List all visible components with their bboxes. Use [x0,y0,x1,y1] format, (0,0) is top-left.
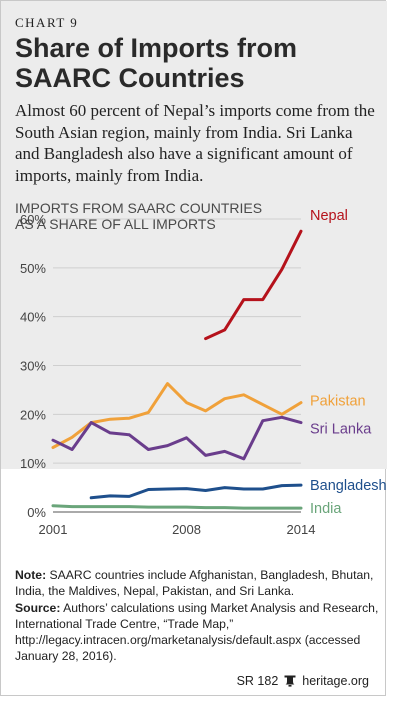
series-label-india: India [310,501,342,517]
source-label: Source: [15,600,61,615]
report-number: SR 182 [236,674,279,688]
y-tick-label: 10% [20,456,46,471]
note-paragraph: Note: SAARC countries include Afghanista… [15,567,385,600]
note-label: Note: [15,568,47,582]
source-text: Authors’ calculations using Market Analy… [15,600,379,664]
series-line-nepal [204,229,303,341]
note-text: SAARC countries include Afghanistan, Ban… [15,568,374,599]
series-label-pakistan: Pakistan [310,394,366,410]
x-tick-label: 2001 [39,522,68,537]
series-line-india [51,504,303,510]
notes-section: Note: SAARC countries include Afghanista… [15,567,385,665]
bell-icon [284,675,296,687]
chart-subtitle: Almost 60 percent of Nepal’s imports com… [15,101,375,185]
chart-number: CHART 9 [15,15,79,30]
x-tick-label: 2008 [172,522,201,537]
y-tick-label: 50% [20,261,46,276]
y-tick-label: 20% [20,407,46,422]
x-tick-label: 2014 [287,522,316,537]
chart-heading: IMPORTS FROM SAARC COUNTRIES AS A SHARE … [15,200,375,232]
series-line-sri-lanka [51,415,303,461]
line-chart: 0% 10% 20% 30% 40% 50% 60% 2001 2008 2014 Nepal Pak… [20,208,387,537]
chart-card: CHART 9 Share of Imports from SAARC Coun… [0,0,387,696]
series-line-pakistan [51,382,303,449]
site-name: heritage.org [302,674,369,688]
y-tick-label: 0% [27,505,46,520]
series-line-bangladesh [89,483,303,500]
chart-heading-line2: AS A SHARE OF ALL IMPORTS [15,216,216,232]
y-tick-label: 60% [20,212,46,227]
series-label-nepal: Nepal [310,208,348,224]
y-tick-label: 40% [20,310,46,325]
chart-heading-line1: IMPORTS FROM SAARC COUNTRIES [15,200,263,216]
footer: SR 182 heritage.org [237,674,369,688]
source-paragraph: Source: Authors’ calculations using Mark… [15,600,385,665]
chart-header-panel: CHART 9 Share of Imports from SAARC Coun… [1,1,387,537]
series-label-sri-lanka: Sri Lanka [310,422,372,438]
series-label-bangladesh: Bangladesh [310,478,387,494]
page-title: Share of Imports from SAARC Countries [15,33,298,93]
y-tick-label: 30% [20,359,46,374]
